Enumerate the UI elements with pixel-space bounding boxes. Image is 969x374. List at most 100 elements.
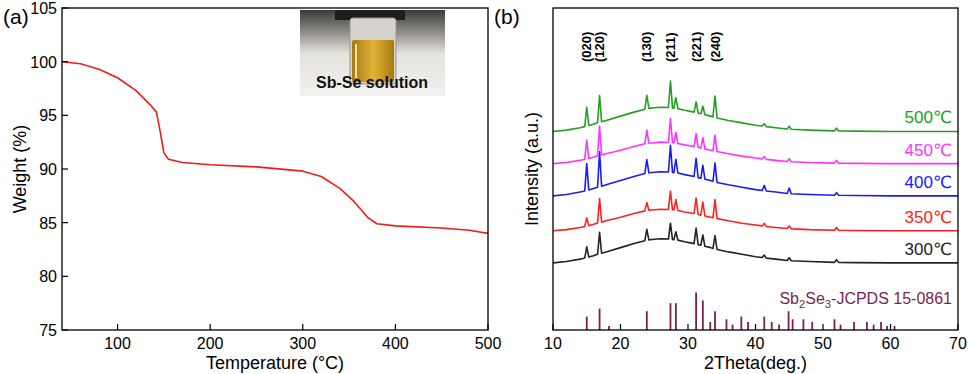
y-tick-label: 95 [39,107,57,124]
reference-stick [747,322,749,330]
reference-stick [714,311,716,330]
y-tick [62,61,68,62]
x-tick [957,324,958,330]
panel-title: (b) [494,5,520,28]
x-tick-label: 100 [104,335,131,352]
reference-stick [646,311,648,330]
x-tick [117,324,118,330]
x-tick [395,324,396,330]
y-tick-label: 85 [39,215,57,232]
text-run: -JCPDS 15-0861 [831,290,952,307]
y-tick-label: 75 [39,322,57,339]
plot-frame [62,8,488,330]
x-tick [552,324,553,330]
series-label: 450℃ [905,141,952,160]
reference-stick [763,317,765,330]
plot-data [553,81,958,330]
reference-stick [675,303,677,330]
reference-stick [803,319,805,330]
data-line [62,62,488,234]
x-tick-label: 400 [382,335,409,352]
x-tick-label: 40 [747,335,765,352]
y-tick [62,115,68,116]
y-tick [62,222,68,223]
reference-stick [853,322,855,330]
reference-stick [732,325,734,330]
y-tick-label: 80 [39,268,57,285]
reference-stick [670,303,672,330]
y-tick [62,168,68,169]
x-tick [620,324,621,330]
panel: Sb-Se solution 100 200 300 400 500 75 80 85 90 95 1… [3,0,501,373]
plot-data [62,62,488,234]
x-tick [210,324,211,330]
y-tick-label: 90 [39,161,57,178]
peak-label: (240) [708,32,723,62]
reference-stick [702,300,704,330]
inset-photo [300,10,445,96]
reference-stick [811,322,813,330]
series-label: 400℃ [905,173,952,192]
reference-stick [599,309,601,330]
y-axis-label: Weight (%) [10,125,30,214]
data-line [553,81,958,131]
vial-highlight [355,44,357,78]
panel: 10 20 30 40 50 60 70 2Theta(deg.) Intensity (a.u… [494,5,967,373]
series-label: 500℃ [905,108,952,127]
x-tick-label: 30 [679,335,697,352]
x-tick-label: 20 [612,335,630,352]
reference-stick [740,317,742,330]
reference-stick [873,325,875,330]
y-tick-label: 105 [30,0,57,17]
text-run: Se [805,290,825,307]
y-tick-label: 100 [30,54,57,71]
reference-stick [840,325,842,330]
y-tick [62,276,68,277]
x-tick [890,324,891,330]
reference-stick [709,322,711,330]
x-tick-label: 60 [882,335,900,352]
reference-stick [788,311,790,330]
x-tick-label: 50 [814,335,832,352]
x-tick [755,324,756,330]
reference-stick [880,322,882,330]
x-tick [687,324,688,330]
reference-stick [695,292,697,330]
x-tick [487,324,488,330]
text-run: Sb [779,290,799,307]
reference-stick [834,319,836,330]
y-tick [62,7,68,8]
reference-stick [792,319,794,330]
peak-label: (130) [639,32,654,62]
x-axis-label: Temperature (°C) [206,353,344,373]
y-tick [62,329,68,330]
y-axis-label: Intensity (a.u.) [522,112,542,226]
photo-bg [300,10,445,96]
peak-label: (221) [689,32,704,62]
reference-stick [778,325,780,330]
reference-stick [866,322,868,330]
data-line [553,191,958,231]
series-label: 300℃ [905,240,952,259]
x-tick-label: 70 [949,335,967,352]
x-tick-label: 200 [197,335,224,352]
series-label: 350℃ [905,208,952,227]
data-line [553,223,958,263]
reference-stick [586,317,588,330]
plot-frame [553,8,958,330]
peak-label: (211) [663,32,678,62]
data-line [553,145,958,195]
x-tick [822,324,823,330]
annotation: Sb-Se solution [316,74,428,91]
x-tick-label: 300 [289,335,316,352]
reference-stick [726,319,728,330]
x-axis-label: 2Theta(deg.) [704,353,807,373]
reference-label: Sb2Se3-JCPDS 15-0861 [779,290,952,310]
reference-stick [771,322,773,330]
x-tick [302,324,303,330]
peak-label: (120) [592,32,607,62]
figure: Sb-Se solution 100 200 300 400 500 75 80 85 90 95 1… [0,0,969,374]
panel-title: (a) [3,5,29,28]
x-tick-label: 500 [475,335,502,352]
x-tick-label: 10 [544,335,562,352]
